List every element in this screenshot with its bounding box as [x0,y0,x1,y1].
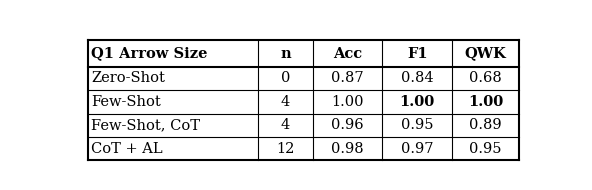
Text: 0.95: 0.95 [401,118,433,132]
Text: 4: 4 [281,118,290,132]
Text: 0.95: 0.95 [469,142,502,156]
Text: 0.87: 0.87 [332,71,364,86]
Text: Acc: Acc [333,47,362,61]
Text: 0.68: 0.68 [469,71,502,86]
Text: 0.96: 0.96 [332,118,364,132]
Text: QWK: QWK [465,47,506,61]
Text: 1.00: 1.00 [468,95,503,109]
Text: F1: F1 [407,47,427,61]
Text: 4: 4 [281,95,290,109]
Text: 1.00: 1.00 [332,95,364,109]
Text: 0.84: 0.84 [401,71,433,86]
Text: Zero-Shot: Zero-Shot [91,71,165,86]
Text: 1.00: 1.00 [400,95,435,109]
Text: Few-Shot: Few-Shot [91,95,161,109]
Text: 0: 0 [281,71,290,86]
Text: n: n [280,47,291,61]
Text: Few-Shot, CoT: Few-Shot, CoT [91,118,201,132]
Text: 0.98: 0.98 [332,142,364,156]
Text: CoT + AL: CoT + AL [91,142,163,156]
Text: Q1 Arrow Size: Q1 Arrow Size [91,47,208,61]
Text: 0.89: 0.89 [469,118,502,132]
Text: 0.97: 0.97 [401,142,433,156]
Text: 12: 12 [276,142,295,156]
